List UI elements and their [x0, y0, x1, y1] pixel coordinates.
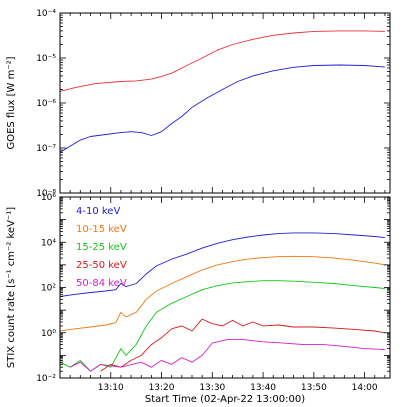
legend-entry: 15-25 keV [76, 242, 127, 253]
y-tick-label: 10² [41, 284, 56, 294]
x-axis-label: Start Time (02-Apr-22 13:00:00) [145, 394, 305, 405]
y-tick-label: 10⁴ [41, 238, 56, 248]
y-tick-label: 10⁻⁷ [36, 144, 56, 154]
series-10-15-keV-line [60, 255, 385, 332]
goes-panel: 10⁻⁸ 10⁻⁷ 10⁻⁶ 10⁻⁵ 10⁻⁴ GOES flux [W m⁻²] [6, 9, 391, 199]
series-0-line [60, 30, 385, 92]
stix-panel: 10⁻² 10⁰ 10² 10⁴ 10⁶ 13:10 13:20 13:30 13:40 13:5… [6, 193, 391, 405]
y-axis-label: STIX count rate [s⁻¹ cm⁻² keV⁻¹] [6, 207, 17, 368]
x-tick-label: 13:50 [301, 383, 327, 393]
series-group [60, 232, 385, 372]
series-group [60, 30, 385, 153]
y-tick-label: 10⁻⁵ [36, 54, 56, 64]
legend-entry: 10-15 keV [76, 224, 127, 235]
series-25-50-keV-line [100, 318, 385, 372]
y-tick-label: 10⁻⁴ [36, 9, 56, 19]
legend-entry: 50-84 keV [76, 278, 127, 289]
plot-frame [59, 12, 391, 194]
y-axis-label: GOES flux [W m⁻²] [6, 56, 17, 149]
series-4-10-keV-line [60, 232, 385, 297]
x-tick-label: 13:30 [199, 383, 225, 393]
x-tick-label: 13:40 [250, 383, 276, 393]
legend-entry: 25-50 keV [76, 260, 127, 271]
series-50-84-keV-line [70, 339, 385, 372]
y-tick-label: 10⁻⁶ [36, 99, 56, 109]
y-tick-label: 10⁶ [41, 193, 56, 203]
legend-entry: 4-10 keV [76, 206, 120, 217]
series-1-line [60, 64, 385, 153]
y-tick-label: 10⁻⁸ [36, 189, 56, 199]
y-tick-label: 10⁰ [41, 329, 56, 339]
x-tick-label: 13:10 [98, 383, 124, 393]
x-tick-label: 14:00 [352, 383, 378, 393]
y-tick-label: 10⁻² [36, 374, 56, 384]
x-tick-label: 13:20 [149, 383, 175, 393]
